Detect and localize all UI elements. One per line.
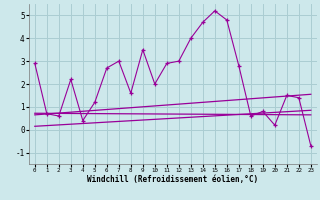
X-axis label: Windchill (Refroidissement éolien,°C): Windchill (Refroidissement éolien,°C) (87, 175, 258, 184)
